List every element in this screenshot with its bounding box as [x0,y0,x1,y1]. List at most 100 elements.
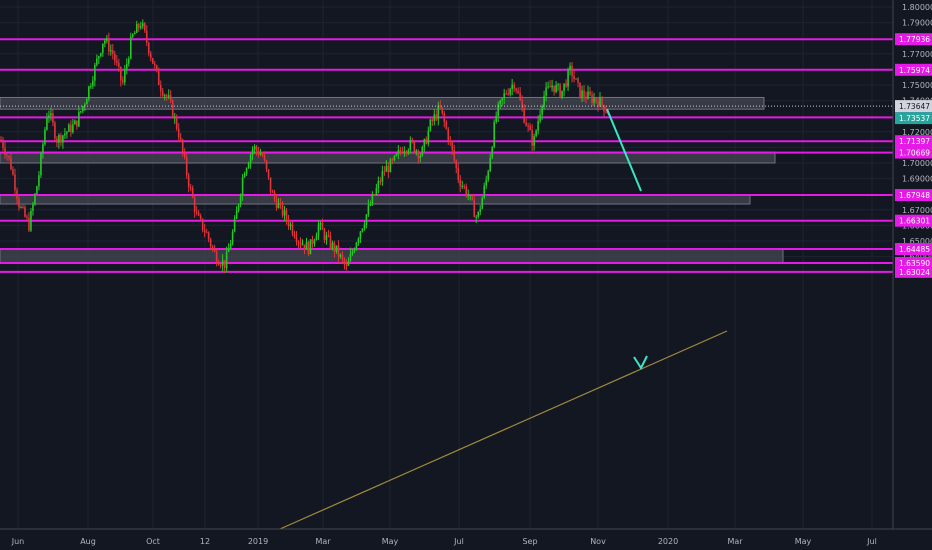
candle [213,244,216,253]
candle-body [203,230,206,233]
horizontal-levels [0,38,893,273]
candle-body [131,34,134,37]
candle [114,50,116,66]
level-tag-label: 1.63024 [899,268,930,277]
candle [247,161,250,169]
candle-body [50,113,52,116]
candle-body [533,136,535,146]
candle [211,244,214,252]
candle [245,167,248,176]
candle-body [371,194,374,205]
candle-body [575,78,577,80]
candle [4,142,6,159]
candle-body [70,124,72,133]
candle [82,105,84,114]
candle-body [369,204,372,206]
candle [12,166,14,176]
candle-body [395,154,398,156]
candle-body [531,130,533,146]
candle-body [143,23,146,31]
candle-body [219,265,222,267]
candle [22,204,24,209]
candle-body [505,93,507,95]
time-axis[interactable]: Jun Aug Oct 12 2019 Mar May Jul Sep Nov 2020 Mar May… [11,537,877,546]
candle [227,243,230,253]
candle [383,165,386,177]
candle [169,90,172,104]
candle [359,230,362,244]
candle [38,171,40,191]
candle-body [127,58,130,64]
candle [30,207,32,232]
candle-body [195,211,198,213]
candle [139,21,142,30]
candle-body [353,249,356,252]
candle [543,90,545,110]
candle-body [96,58,98,65]
candle [599,92,601,107]
candle [121,76,124,85]
candle-body [94,64,96,81]
candle-body [581,90,583,98]
candle [329,231,332,250]
candle [297,240,300,248]
candle-body [595,98,597,102]
candle-body [487,171,489,180]
x-tick-label: 2019 [248,537,268,546]
level-tag-label: 1.64485 [899,245,930,254]
candle-body [493,122,495,148]
candle-body [22,207,24,209]
candle [493,119,495,149]
candle [369,200,372,207]
candle-body [157,69,160,86]
candle [18,196,20,211]
candle-body [191,187,194,198]
candle [335,245,338,254]
candle-body [82,106,84,112]
candle [467,189,470,201]
candle [129,32,132,60]
candle [349,247,352,262]
candle-body [241,177,244,196]
candle [523,104,525,124]
candle [321,218,324,231]
candle [487,169,489,183]
candle [88,85,90,102]
candle [42,141,44,159]
candle-body [10,157,12,170]
candle-body [231,231,234,244]
candle-body [379,180,382,182]
candle-body [78,111,80,127]
candle [333,240,336,258]
candle [197,209,200,217]
candle [605,105,607,114]
candle [477,211,480,219]
candle-body [413,141,416,152]
candle-body [301,244,304,246]
y-tick-label: 1.80000 [902,3,932,12]
candle-body [485,179,488,186]
candle-body [345,264,348,266]
candle-body [275,198,278,209]
candle-body [215,251,218,264]
candle [535,129,537,138]
candle [94,62,96,87]
candle [263,151,266,162]
candle-body [267,169,270,178]
candle [78,106,80,128]
candle-body [26,216,28,218]
y-tick-label: 1.65000 [902,237,932,246]
candle [601,96,603,109]
candle [451,140,454,156]
candle-body [285,210,288,220]
candle [579,82,581,99]
candle-body [591,94,593,103]
candle [6,153,8,161]
candle [363,220,366,231]
candle-body [325,235,328,240]
candle [529,123,531,131]
x-tick-label: Mar [315,537,331,546]
candle [137,22,140,32]
candle-body [411,139,414,142]
